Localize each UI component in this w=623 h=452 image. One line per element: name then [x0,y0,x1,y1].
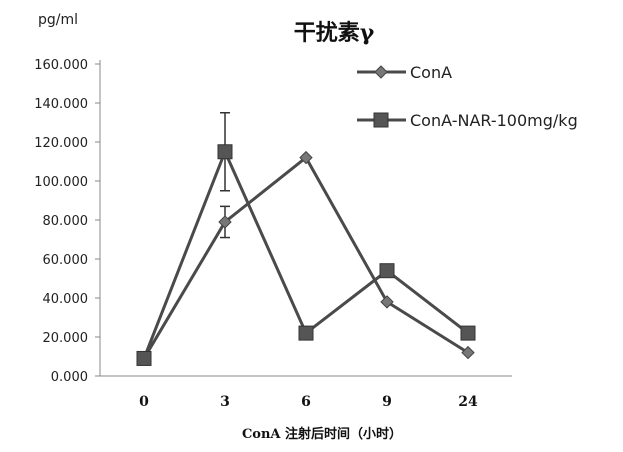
y-tick-label: 20.000 [43,331,89,346]
data-point-square [217,144,233,160]
legend-marker-square [373,112,389,128]
x-tick-label: 0 [139,394,149,410]
data-point-diamond [218,215,232,229]
plot-area: 0.000 20.000 40.000 60.000 80.000 100.000 120.… [34,58,512,410]
y-tick-label: 100.000 [34,175,88,190]
data-point-square [379,263,395,279]
y-tick-label: 120.000 [34,136,88,151]
legend-marker-diamond [374,65,388,79]
y-tick-label: 160.000 [34,58,88,73]
y-tick-label: 80.000 [43,214,89,229]
data-point-diamond [461,345,475,360]
data-point-diamond [380,295,394,309]
y-axis-unit-label: pg/ml [38,12,78,28]
y-tick-label: 140.000 [34,97,88,112]
x-axis-label: ConA 注射后时间（小时） [242,426,402,442]
legend: ConA ConA-NAR-100mg/kg [357,63,578,130]
data-point-square [460,325,476,341]
legend-label: ConA-NAR-100mg/kg [410,111,578,130]
x-tick-label: 9 [382,394,392,410]
x-tick-label: 3 [220,394,230,410]
data-point-square [136,350,152,366]
legend-label: ConA [410,63,452,82]
y-tick-label: 40.000 [43,292,89,307]
data-point-diamond [299,150,313,165]
y-tick-label: 0.000 [51,370,88,385]
x-tick-label: 6 [301,394,311,410]
y-tick-label: 60.000 [43,253,89,268]
x-tick-label: 24 [458,394,478,410]
chart-title: 干扰素γ [294,20,375,46]
data-point-square [298,325,314,341]
